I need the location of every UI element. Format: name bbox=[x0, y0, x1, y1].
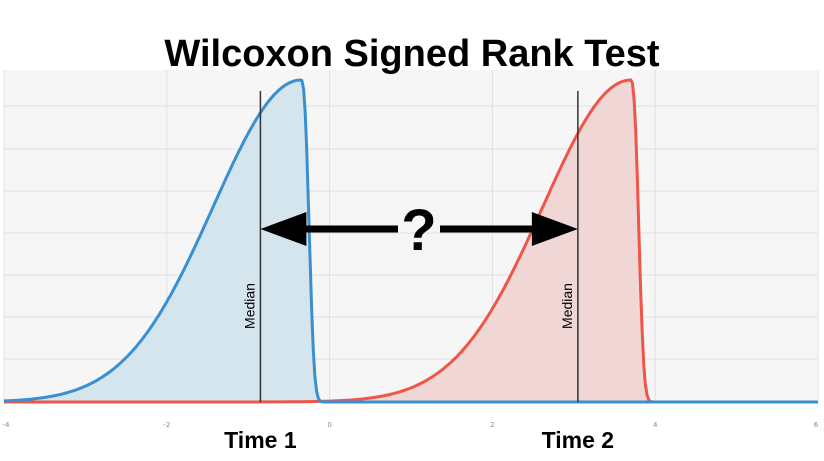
x-tick-label: -4 bbox=[3, 421, 11, 429]
x-axis-ticks: -4 -2 0 2 4 6 bbox=[3, 421, 819, 429]
time1-median-label: Median bbox=[241, 283, 257, 329]
question-mark: ? bbox=[401, 198, 436, 263]
time2-label: Time 2 bbox=[542, 427, 614, 453]
arrow-head-left bbox=[260, 212, 307, 246]
x-tick-label: 4 bbox=[653, 421, 658, 429]
time2-distribution-fill bbox=[4, 80, 818, 402]
page-title: Wilcoxon Signed Rank Test bbox=[164, 33, 659, 75]
arrow-head-right bbox=[531, 212, 578, 246]
x-tick-label: 2 bbox=[490, 421, 494, 429]
time1-label: Time 1 bbox=[224, 427, 297, 453]
x-tick-label: 0 bbox=[327, 421, 331, 429]
time1-distribution-fill bbox=[4, 80, 818, 402]
time1-distribution-curve bbox=[4, 78, 818, 404]
time2-median-label: Median bbox=[559, 283, 575, 329]
comparison-arrow bbox=[260, 212, 578, 246]
x-tick-label: -2 bbox=[163, 421, 170, 429]
x-tick-label: 6 bbox=[814, 421, 819, 429]
